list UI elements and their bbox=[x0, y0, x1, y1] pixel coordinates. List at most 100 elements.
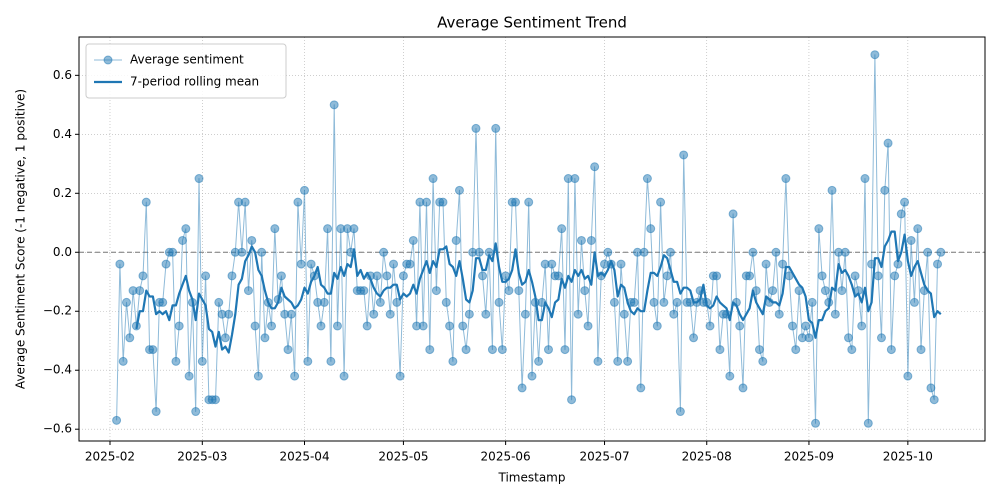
data-point bbox=[860, 174, 870, 184]
data-point bbox=[224, 309, 234, 319]
data-point bbox=[553, 271, 563, 281]
data-point bbox=[408, 235, 418, 245]
data-point bbox=[886, 345, 896, 355]
data-point bbox=[791, 345, 801, 355]
data-point bbox=[497, 345, 507, 355]
data-point bbox=[728, 209, 738, 219]
data-point bbox=[494, 297, 504, 307]
x-tick-label: 2025-03 bbox=[177, 450, 227, 464]
data-point bbox=[754, 345, 764, 355]
data-point bbox=[487, 345, 497, 355]
data-point bbox=[745, 271, 755, 281]
y-tick-label: 0.4 bbox=[53, 127, 72, 141]
y-tick-label: −0.6 bbox=[43, 422, 72, 436]
data-point bbox=[385, 309, 395, 319]
data-point bbox=[840, 247, 850, 257]
data-point bbox=[646, 224, 656, 234]
data-point bbox=[214, 297, 224, 307]
data-point bbox=[504, 286, 514, 296]
data-point bbox=[181, 224, 191, 234]
data-point bbox=[672, 297, 682, 307]
data-point bbox=[148, 345, 158, 355]
data-point bbox=[619, 309, 629, 319]
data-point bbox=[210, 395, 220, 405]
data-point bbox=[580, 286, 590, 296]
data-point bbox=[464, 309, 474, 319]
data-point bbox=[830, 309, 840, 319]
data-point bbox=[656, 197, 666, 207]
data-point bbox=[319, 297, 329, 307]
data-point bbox=[379, 247, 389, 257]
data-point bbox=[197, 356, 207, 366]
data-point bbox=[933, 259, 943, 269]
data-point bbox=[567, 395, 577, 405]
data-point bbox=[850, 271, 860, 281]
data-point bbox=[372, 271, 382, 281]
x-tick-label: 2025-08 bbox=[682, 450, 732, 464]
data-point bbox=[837, 286, 847, 296]
data-point bbox=[306, 259, 316, 269]
data-point bbox=[267, 321, 277, 331]
x-tick-label: 2025-02 bbox=[85, 450, 135, 464]
data-point bbox=[405, 259, 415, 269]
data-point bbox=[481, 309, 491, 319]
y-tick-label: 0.6 bbox=[53, 68, 72, 82]
y-tick-label: −0.4 bbox=[43, 363, 72, 377]
data-point bbox=[923, 247, 933, 257]
y-tick-label: 0.2 bbox=[53, 186, 72, 200]
data-point bbox=[880, 185, 890, 195]
data-point bbox=[890, 271, 900, 281]
data-point bbox=[814, 224, 824, 234]
data-point bbox=[329, 100, 339, 110]
data-point bbox=[715, 345, 725, 355]
legend-frame bbox=[85, 43, 287, 99]
data-point bbox=[421, 197, 431, 207]
legend-label: 7-period rolling mean bbox=[130, 75, 259, 89]
data-point bbox=[801, 321, 811, 331]
data-point bbox=[926, 383, 936, 393]
data-point bbox=[300, 185, 310, 195]
data-point bbox=[247, 235, 257, 245]
x-tick-label: 2025-07 bbox=[579, 450, 629, 464]
data-point bbox=[339, 371, 349, 381]
data-point bbox=[847, 345, 857, 355]
data-point bbox=[725, 371, 735, 381]
data-point bbox=[257, 247, 267, 257]
x-tick-label: 2025-06 bbox=[481, 450, 531, 464]
data-point bbox=[517, 383, 527, 393]
data-point bbox=[171, 356, 181, 366]
data-point bbox=[296, 259, 306, 269]
x-tick-label: 2025-05 bbox=[378, 450, 428, 464]
data-point bbox=[774, 309, 784, 319]
data-point bbox=[491, 123, 501, 133]
data-point bbox=[184, 371, 194, 381]
data-point bbox=[857, 321, 867, 331]
data-point bbox=[237, 247, 247, 257]
data-point bbox=[112, 415, 122, 425]
data-point bbox=[844, 333, 854, 343]
data-point bbox=[227, 271, 237, 281]
data-point bbox=[804, 333, 814, 343]
data-point bbox=[125, 333, 135, 343]
data-point bbox=[191, 407, 201, 417]
data-point bbox=[471, 123, 481, 133]
data-point bbox=[158, 297, 168, 307]
data-point bbox=[448, 356, 458, 366]
data-point bbox=[121, 297, 131, 307]
data-point bbox=[903, 371, 913, 381]
data-point bbox=[590, 162, 600, 172]
data-point bbox=[570, 174, 580, 184]
data-point bbox=[543, 345, 553, 355]
data-point bbox=[929, 395, 939, 405]
data-point bbox=[913, 224, 923, 234]
plot-frame bbox=[78, 36, 986, 442]
data-point bbox=[807, 297, 817, 307]
data-point bbox=[669, 309, 679, 319]
data-point bbox=[276, 271, 286, 281]
data-point bbox=[395, 371, 405, 381]
data-point bbox=[771, 247, 781, 257]
data-point bbox=[445, 321, 455, 331]
data-point bbox=[557, 224, 567, 234]
data-point bbox=[560, 345, 570, 355]
